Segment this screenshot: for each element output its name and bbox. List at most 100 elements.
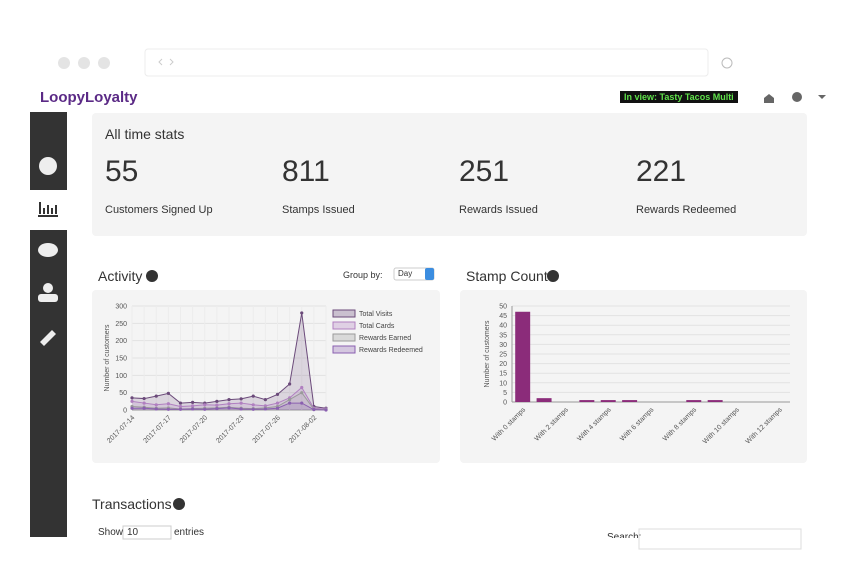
icon-info[interactable] <box>792 92 802 102</box>
x-tick-label: With 0 stamps <box>491 406 528 443</box>
point <box>300 401 304 405</box>
icon-dashboard[interactable] <box>39 157 57 175</box>
point <box>178 407 183 411</box>
reload[interactable] <box>721 57 733 69</box>
point <box>191 407 195 411</box>
search-box[interactable] <box>638 528 802 550</box>
legend-swatch <box>332 333 356 342</box>
y-tick-label: 5 <box>503 390 507 397</box>
point <box>312 408 316 412</box>
point <box>203 407 207 411</box>
icon-edit[interactable] <box>40 330 56 346</box>
bar <box>515 311 531 402</box>
icon-users[interactable] <box>38 294 58 302</box>
y-tick-label: 40 <box>499 323 507 330</box>
point <box>154 403 158 407</box>
point <box>300 311 304 315</box>
stats-title: All time stats <box>105 126 185 142</box>
x-tick-label: 2017-08-02 <box>288 414 318 444</box>
bar <box>536 398 552 402</box>
point <box>215 403 219 407</box>
stat-label: Rewards Redeemed <box>636 204 737 216</box>
x-tick-label: With 12 stamps <box>745 406 784 445</box>
badge: In view: Tasty Tacos Multi <box>620 91 738 103</box>
select-arrow[interactable] <box>425 268 434 280</box>
y-axis-label: Number of customers <box>104 324 111 391</box>
point <box>154 407 158 411</box>
legend-label: Rewards Redeemed <box>359 347 423 354</box>
icon-caret[interactable] <box>818 95 826 99</box>
icon-users[interactable] <box>43 283 53 293</box>
y-tick-label: 0 <box>503 400 507 407</box>
point <box>154 394 158 398</box>
area <box>132 312 326 410</box>
x-tick-label: With 10 stamps <box>702 406 741 445</box>
point <box>191 400 195 404</box>
stat-value: 55 <box>105 155 139 188</box>
icon-messages[interactable] <box>38 243 58 257</box>
page-size[interactable]: 10 <box>127 527 139 538</box>
stat-label: Rewards Issued <box>459 204 538 216</box>
y-tick-label: 200 <box>115 338 127 345</box>
point <box>178 401 183 405</box>
info-icon[interactable] <box>146 270 158 282</box>
stat-label: Stamps Issued <box>282 204 355 216</box>
x-tick-label: With 8 stamps <box>662 406 699 443</box>
icon-home[interactable] <box>764 94 774 103</box>
sidebar <box>30 112 67 537</box>
transactions-title: Transactions <box>92 496 172 512</box>
point <box>263 407 267 411</box>
point <box>130 406 134 410</box>
bar <box>686 400 702 402</box>
point <box>239 407 243 411</box>
y-tick-label: 35 <box>499 332 507 339</box>
point <box>142 396 146 401</box>
point <box>275 392 280 396</box>
x-tick-label: 2017-07-23 <box>215 414 245 444</box>
point <box>215 407 219 411</box>
x-tick-label: With 4 stamps <box>576 406 613 443</box>
activity-card <box>92 290 440 463</box>
stat-value: 811 <box>282 155 330 188</box>
point <box>130 396 134 400</box>
group-by-value[interactable]: Day <box>398 269 413 278</box>
stat-value: 221 <box>636 155 687 188</box>
window-dot[interactable] <box>58 57 70 69</box>
chart-title: Activity <box>98 268 143 284</box>
legend-swatch <box>332 309 356 318</box>
point <box>166 402 170 406</box>
point <box>227 406 231 410</box>
y-tick-label: 0 <box>123 408 127 415</box>
point <box>142 406 146 410</box>
point <box>251 403 255 407</box>
bar <box>622 400 638 402</box>
info-icon[interactable] <box>173 498 185 510</box>
stats-card <box>92 113 807 236</box>
stat-value: 251 <box>459 155 510 188</box>
legend-swatch <box>332 345 356 354</box>
point <box>288 398 292 402</box>
legend-label: Rewards Earned <box>359 335 411 342</box>
group-by-label: Group by: <box>343 270 383 280</box>
info-icon[interactable] <box>547 270 559 282</box>
bar <box>707 400 723 402</box>
nav-arrows[interactable] <box>158 58 174 66</box>
point <box>191 404 195 408</box>
point <box>275 401 280 405</box>
window-dot[interactable] <box>98 57 110 69</box>
point <box>142 401 146 405</box>
point <box>227 402 231 406</box>
page-size-select[interactable] <box>122 525 172 540</box>
stat-label: Customers Signed Up <box>105 204 213 216</box>
icon-stats[interactable] <box>38 202 58 217</box>
address-bar[interactable] <box>144 48 709 77</box>
y-tick-label: 50 <box>119 390 127 397</box>
point <box>239 397 243 401</box>
bar <box>600 400 616 402</box>
window-dot[interactable] <box>78 57 90 69</box>
point <box>203 403 207 407</box>
y-tick-label: 20 <box>499 361 507 368</box>
